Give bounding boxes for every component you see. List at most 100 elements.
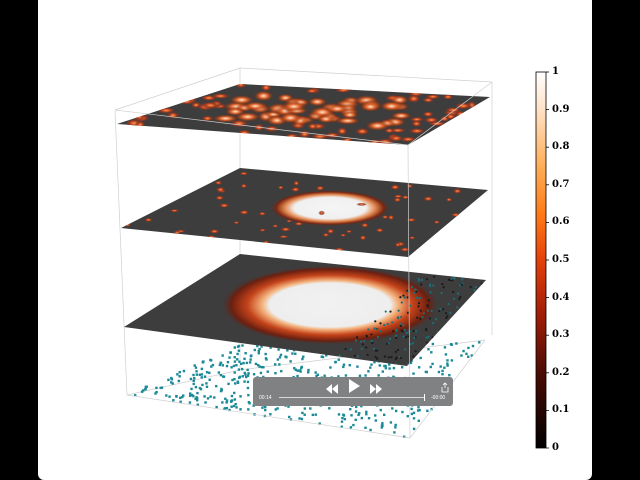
colorbar-tick-label: 0.2 xyxy=(552,366,570,378)
scatter-point xyxy=(194,366,198,369)
scatter-point xyxy=(170,376,173,380)
scatter-point xyxy=(168,395,171,398)
scatter-point xyxy=(442,286,445,289)
scatter-point xyxy=(140,390,144,393)
scatter-point xyxy=(402,294,405,297)
scatter-point xyxy=(376,349,379,352)
scatter-point xyxy=(365,410,368,414)
scatter-point xyxy=(165,394,168,397)
heat-spot xyxy=(340,110,359,120)
scatter-point xyxy=(230,399,234,402)
scatter-point xyxy=(427,348,430,351)
scatter-point xyxy=(291,352,294,355)
scatter-point xyxy=(223,407,227,410)
play-button[interactable] xyxy=(348,379,360,393)
scatter-point xyxy=(247,400,251,404)
scatter-point xyxy=(452,290,455,294)
scatter-point xyxy=(176,373,179,376)
rewind-button[interactable] xyxy=(326,381,338,394)
scatter-point xyxy=(412,417,416,420)
scatter-point xyxy=(406,363,410,366)
scatter-point xyxy=(385,342,389,346)
colorbar xyxy=(535,71,549,449)
scatter-point xyxy=(233,360,237,363)
scatter-point xyxy=(396,317,400,320)
scatter-point xyxy=(159,386,162,390)
heat-spot xyxy=(293,221,304,226)
scatter-point xyxy=(301,357,304,361)
heat-spot xyxy=(214,180,223,186)
scatter-point xyxy=(274,371,277,375)
scatter-point xyxy=(200,367,204,371)
scatter-point xyxy=(377,374,380,377)
scatter-point xyxy=(370,333,373,336)
scatter-point xyxy=(321,355,325,359)
fast-forward-button[interactable] xyxy=(370,381,382,394)
heat-spot xyxy=(236,129,253,137)
scatter-point xyxy=(182,369,186,373)
scatter-point xyxy=(396,348,400,352)
scatter-point xyxy=(246,380,250,384)
scatter-point xyxy=(440,291,443,295)
scatter-point xyxy=(189,392,192,395)
scatter-point xyxy=(359,340,363,343)
scatter-point xyxy=(203,375,207,378)
scatter-point xyxy=(358,374,362,378)
scatter-point xyxy=(376,335,379,339)
scatter-point xyxy=(431,362,434,366)
scatter-point xyxy=(241,375,244,378)
scatter-point xyxy=(414,350,417,353)
scatter-point xyxy=(177,379,181,383)
scatter-point xyxy=(427,299,430,302)
scatter-point xyxy=(383,323,386,327)
scatter-point xyxy=(422,312,425,315)
time-elapsed: 00:14 xyxy=(259,395,272,401)
scatter-point xyxy=(394,363,397,366)
scatter-point xyxy=(342,413,345,416)
scatter-point xyxy=(392,366,396,370)
scatter-point xyxy=(221,401,224,404)
scatter-point xyxy=(373,360,376,364)
scrub-handle[interactable] xyxy=(423,394,425,401)
colorbar-tick-label: 0.6 xyxy=(552,216,570,228)
scatter-point xyxy=(411,342,415,345)
heat-spot xyxy=(336,126,348,136)
heat-spot xyxy=(408,236,416,240)
heat-spot xyxy=(383,127,395,134)
fullscreen-button[interactable] xyxy=(441,380,449,393)
scatter-point xyxy=(421,316,424,319)
scatter-point xyxy=(446,364,449,367)
scatter-point xyxy=(243,380,246,383)
scatter-point xyxy=(229,400,233,403)
scatter-point xyxy=(230,394,234,398)
scatter-point xyxy=(247,408,250,411)
scatter-point xyxy=(276,358,280,361)
scatter-point xyxy=(294,368,297,371)
scatter-point xyxy=(236,381,240,385)
scrub-bar[interactable] xyxy=(279,394,425,401)
scatter-point xyxy=(289,360,292,363)
heat-spot xyxy=(262,240,271,245)
scatter-point xyxy=(365,346,368,349)
scatter-point xyxy=(171,382,174,385)
heat-spot xyxy=(258,228,267,232)
scatter-point xyxy=(470,354,474,357)
scatter-point xyxy=(394,350,398,353)
scatter-point xyxy=(441,373,444,376)
heat-spot xyxy=(134,112,145,121)
scatter-point xyxy=(256,363,260,367)
heat-spot xyxy=(423,116,440,124)
scatter-point xyxy=(144,388,147,391)
heat-spot xyxy=(169,208,180,213)
scatter-point xyxy=(437,370,441,374)
heat-spot xyxy=(450,212,462,217)
scatter-point xyxy=(389,337,392,341)
scatter-point xyxy=(287,405,290,408)
scatter-point xyxy=(294,352,297,356)
scatter-point xyxy=(394,357,397,360)
scatter-point xyxy=(367,416,371,420)
scatter-point xyxy=(225,406,229,410)
heat-spot xyxy=(345,229,353,234)
scatter-point xyxy=(478,341,481,344)
scatter-point xyxy=(201,360,205,363)
